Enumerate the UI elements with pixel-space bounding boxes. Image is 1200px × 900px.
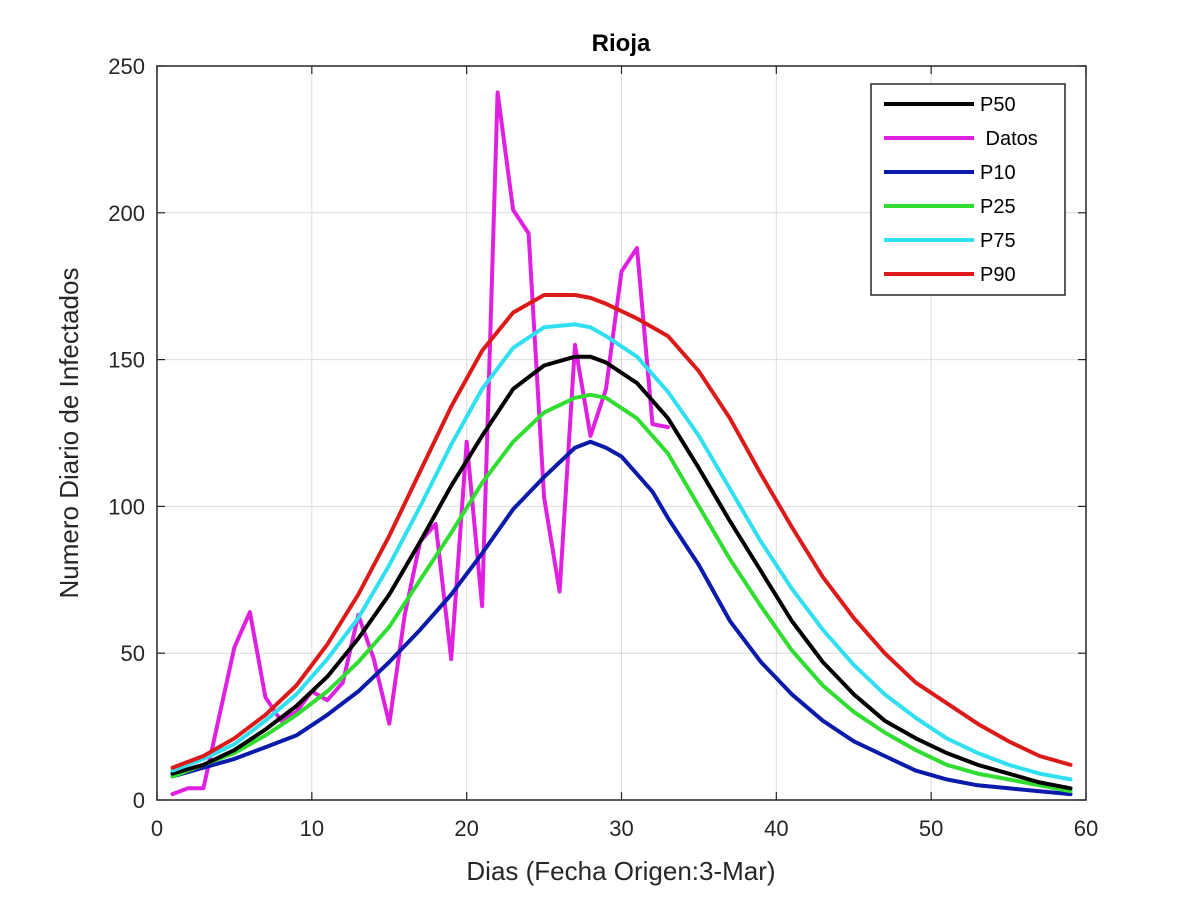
x-tick-label: 20: [454, 816, 478, 841]
x-axis-title: Dias (Fecha Origen:3-Mar): [466, 856, 775, 886]
legend-label-p75: P75: [980, 230, 1016, 252]
legend-box: [870, 83, 1066, 296]
legend-label-p25: P25: [980, 196, 1016, 218]
x-tick-label: 60: [1074, 816, 1098, 841]
x-tick-label: 10: [300, 816, 324, 841]
y-tick-label: 250: [108, 54, 145, 79]
y-tick-label: 150: [108, 348, 145, 373]
y-tick-label: 100: [108, 494, 145, 519]
y-tick-label: 200: [108, 201, 145, 226]
x-tick-label: 40: [764, 816, 788, 841]
series-line-p75: [170, 322, 1073, 782]
chart-title: Rioja: [592, 30, 651, 57]
legend-label-datos: Datos: [980, 128, 1038, 150]
legend-label-p10: P10: [980, 162, 1016, 184]
x-tick-label: 30: [609, 816, 633, 841]
x-tick-label: 50: [919, 816, 943, 841]
series-line-p25: [170, 392, 1073, 794]
legend-label-p90: P90: [980, 264, 1016, 286]
legend-label-p50: P50: [980, 94, 1016, 116]
series-line-p10: [170, 439, 1073, 797]
series-line-p50: [170, 354, 1073, 791]
legend: P50 Datos P10 P25 P75 P90: [870, 83, 1066, 296]
y-tick-label: 0: [133, 788, 145, 813]
series-lines: [170, 90, 1073, 797]
series-line-p90: [170, 293, 1073, 770]
x-tick-label: 0: [151, 816, 163, 841]
axis-ticks: 0 10 20 30 40 50 60 0 50 100 150 200 250: [108, 54, 1098, 841]
y-axis-title: Numero Diario de Infectados: [54, 268, 84, 599]
y-tick-label: 50: [121, 641, 145, 666]
